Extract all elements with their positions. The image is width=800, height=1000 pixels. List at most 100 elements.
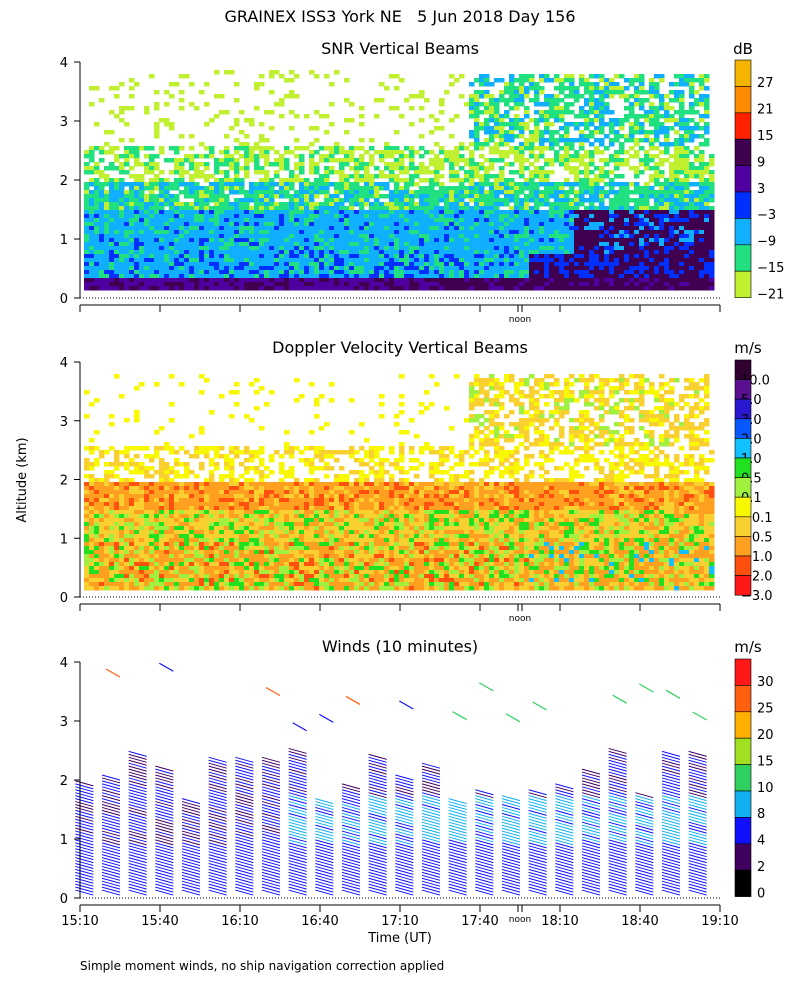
- snr-cell: [494, 118, 500, 123]
- snr-cell: [549, 158, 555, 163]
- snr-cell: [459, 278, 465, 283]
- snr-cell: [544, 246, 550, 251]
- snr-cell: [494, 226, 500, 231]
- snr-cell: [509, 206, 515, 211]
- snr-cell: [379, 266, 385, 271]
- snr-cell: [259, 278, 265, 283]
- snr-cell: [474, 110, 480, 115]
- snr-cell: [674, 174, 680, 179]
- snr-cell: [614, 182, 620, 187]
- snr-cell: [284, 258, 290, 263]
- snr-cell: [324, 198, 330, 203]
- snr-cell: [449, 82, 455, 87]
- snr-cell: [579, 254, 585, 259]
- snr-cell: [484, 266, 490, 271]
- snr-cell: [594, 150, 600, 155]
- snr-cell: [504, 210, 510, 215]
- snr-cell: [134, 238, 140, 243]
- snr-cell: [564, 246, 570, 251]
- snr-cell: [529, 266, 535, 271]
- snr-cell: [264, 250, 270, 255]
- snr-cell: [309, 126, 315, 131]
- snr-cell: [554, 226, 560, 231]
- snr-cell: [514, 78, 520, 83]
- snr-cell: [379, 218, 385, 223]
- snr-cell: [329, 210, 335, 215]
- snr-cell: [194, 162, 200, 167]
- snr-cell: [579, 274, 585, 279]
- snr-cell: [679, 242, 685, 247]
- snr-cell: [524, 206, 530, 211]
- snr-cell: [384, 218, 390, 223]
- snr-cell: [384, 230, 390, 235]
- snr-cell: [279, 214, 285, 219]
- snr-cell: [569, 94, 575, 99]
- snr-cell: [549, 98, 555, 103]
- snr-cell: [459, 146, 465, 151]
- snr-cell: [209, 214, 215, 219]
- snr-cell: [119, 186, 125, 191]
- snr-cell: [709, 186, 715, 191]
- snr-cell: [609, 282, 615, 287]
- snr-cell: [689, 102, 695, 107]
- snr-cell: [509, 250, 515, 255]
- snr-cell: [454, 230, 460, 235]
- snr-cell: [574, 90, 580, 95]
- snr-cell: [589, 254, 595, 259]
- snr-cell: [399, 210, 405, 215]
- snr-cell: [559, 82, 565, 87]
- snr-cell: [519, 74, 525, 79]
- snr-cell: [414, 202, 420, 207]
- snr-cell: [329, 194, 335, 199]
- snr-cell: [644, 150, 650, 155]
- snr-cell: [419, 170, 425, 175]
- snr-cell: [124, 286, 130, 291]
- doppler-cell: [109, 498, 115, 503]
- snr-cell: [564, 142, 570, 147]
- snr-cell: [339, 238, 345, 243]
- snr-cell: [244, 246, 250, 251]
- snr-cell: [369, 218, 375, 223]
- snr-cell: [279, 242, 285, 247]
- snr-cell: [194, 286, 200, 291]
- snr-cell: [329, 226, 335, 231]
- snr-cell: [509, 274, 515, 279]
- snr-cell: [199, 226, 205, 231]
- snr-cell: [229, 186, 235, 191]
- snr-cell: [194, 214, 200, 219]
- snr-cell: [174, 150, 180, 155]
- snr-cell: [604, 94, 610, 99]
- snr-cell: [249, 182, 255, 187]
- snr-cell: [359, 246, 365, 251]
- snr-cell: [94, 218, 100, 223]
- snr-cell: [699, 94, 705, 99]
- snr-cell: [634, 102, 640, 107]
- snr-cell: [399, 214, 405, 219]
- snr-cell: [604, 258, 610, 263]
- snr-cell: [584, 254, 590, 259]
- snr-cell: [659, 258, 665, 263]
- snr-cell: [484, 274, 490, 279]
- snr-cell: [434, 246, 440, 251]
- snr-cell: [484, 242, 490, 247]
- snr-cell: [494, 258, 500, 263]
- snr-cell: [364, 150, 370, 155]
- doppler-cell: [84, 498, 90, 503]
- snr-cell: [204, 278, 210, 283]
- snr-cell: [649, 286, 655, 291]
- snr-cell: [529, 150, 535, 155]
- snr-cell: [339, 258, 345, 263]
- snr-cell: [449, 234, 455, 239]
- snr-cell: [674, 142, 680, 147]
- snr-cell: [514, 114, 520, 119]
- snr-cell: [579, 186, 585, 191]
- snr-cell: [224, 258, 230, 263]
- snr-cell: [484, 190, 490, 195]
- snr-cell: [584, 198, 590, 203]
- snr-cell: [349, 282, 355, 287]
- snr-cell: [264, 146, 270, 151]
- snr-cell: [274, 274, 280, 279]
- snr-cell: [499, 270, 505, 275]
- snr-cell: [519, 94, 525, 99]
- snr-cell: [514, 226, 520, 231]
